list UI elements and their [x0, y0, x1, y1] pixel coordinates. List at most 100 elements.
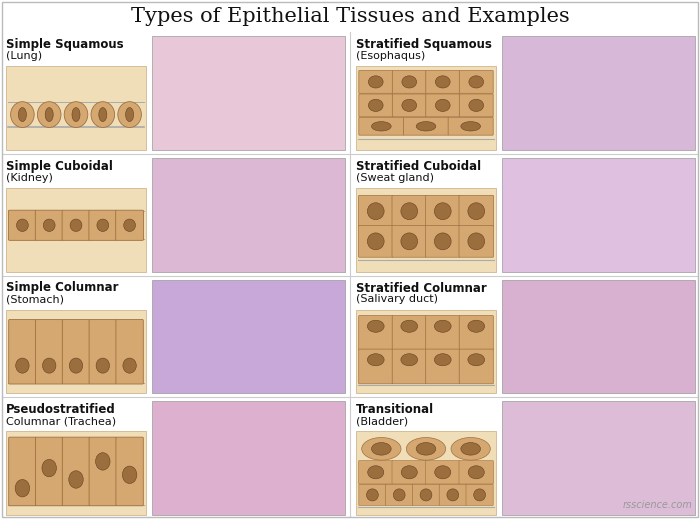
FancyBboxPatch shape [392, 349, 426, 384]
Ellipse shape [42, 459, 57, 477]
Bar [502, 158, 695, 271]
Ellipse shape [368, 203, 384, 220]
Ellipse shape [451, 438, 490, 460]
Ellipse shape [435, 99, 450, 112]
Ellipse shape [401, 354, 418, 366]
Ellipse shape [125, 107, 134, 121]
FancyBboxPatch shape [358, 225, 393, 257]
FancyBboxPatch shape [89, 210, 117, 240]
Bar [152, 36, 345, 150]
FancyBboxPatch shape [359, 117, 404, 135]
Ellipse shape [372, 121, 391, 131]
FancyBboxPatch shape [36, 320, 63, 384]
FancyBboxPatch shape [426, 460, 460, 484]
Ellipse shape [469, 99, 484, 112]
Text: Columnar (Trachea): Columnar (Trachea) [6, 416, 116, 426]
Ellipse shape [447, 489, 459, 501]
FancyBboxPatch shape [62, 437, 90, 506]
FancyBboxPatch shape [466, 484, 494, 506]
Text: (Bladder): (Bladder) [356, 416, 408, 426]
Text: (Salivary duct): (Salivary duct) [356, 294, 438, 305]
Ellipse shape [69, 471, 83, 488]
FancyBboxPatch shape [403, 117, 449, 135]
Ellipse shape [402, 76, 416, 88]
Ellipse shape [99, 107, 107, 121]
Ellipse shape [368, 354, 384, 366]
Ellipse shape [420, 489, 432, 501]
Bar [502, 401, 695, 515]
Bar [356, 431, 496, 515]
Ellipse shape [122, 466, 136, 484]
FancyBboxPatch shape [358, 460, 393, 484]
Ellipse shape [416, 121, 436, 131]
Text: Pseudostratified: Pseudostratified [6, 403, 116, 416]
Bar [6, 431, 146, 515]
Text: Types of Epithelial Tissues and Examples: Types of Epithelial Tissues and Examples [131, 7, 569, 25]
Text: (Kidney): (Kidney) [6, 173, 53, 183]
Ellipse shape [468, 203, 484, 220]
FancyBboxPatch shape [89, 437, 116, 506]
FancyBboxPatch shape [448, 117, 493, 135]
Ellipse shape [72, 107, 80, 121]
Ellipse shape [416, 443, 436, 455]
FancyBboxPatch shape [116, 437, 144, 506]
FancyBboxPatch shape [116, 210, 144, 240]
Text: Simple Columnar: Simple Columnar [6, 281, 118, 294]
Bar [152, 158, 345, 271]
Ellipse shape [368, 99, 383, 112]
Ellipse shape [17, 219, 28, 231]
FancyBboxPatch shape [359, 71, 393, 93]
Bar [152, 401, 345, 515]
FancyBboxPatch shape [36, 437, 63, 506]
Text: rsscience.com: rsscience.com [623, 500, 693, 510]
Ellipse shape [118, 102, 141, 128]
Ellipse shape [123, 358, 136, 373]
Ellipse shape [15, 358, 29, 373]
Ellipse shape [368, 466, 384, 479]
Ellipse shape [468, 320, 484, 332]
FancyBboxPatch shape [359, 484, 386, 506]
Ellipse shape [474, 489, 486, 501]
Ellipse shape [368, 76, 383, 88]
Ellipse shape [435, 76, 450, 88]
Text: Stratified Cuboidal: Stratified Cuboidal [356, 160, 481, 173]
FancyBboxPatch shape [8, 437, 36, 506]
FancyBboxPatch shape [8, 320, 36, 384]
FancyBboxPatch shape [459, 195, 494, 227]
Ellipse shape [69, 358, 83, 373]
Ellipse shape [469, 76, 484, 88]
FancyBboxPatch shape [426, 94, 460, 117]
FancyBboxPatch shape [392, 316, 426, 350]
Bar [6, 66, 146, 150]
Ellipse shape [64, 102, 88, 128]
Ellipse shape [461, 121, 480, 131]
FancyBboxPatch shape [459, 460, 494, 484]
Text: Stratified Squamous: Stratified Squamous [356, 38, 492, 51]
Ellipse shape [468, 233, 484, 250]
Ellipse shape [15, 480, 29, 497]
Bar [502, 36, 695, 150]
Ellipse shape [368, 233, 384, 250]
Ellipse shape [124, 219, 136, 231]
FancyBboxPatch shape [392, 94, 426, 117]
Ellipse shape [468, 354, 484, 366]
Ellipse shape [362, 438, 401, 460]
Text: Simple Squamous: Simple Squamous [6, 38, 124, 51]
Ellipse shape [401, 466, 417, 479]
FancyBboxPatch shape [358, 195, 393, 227]
Text: (Esophaqus): (Esophaqus) [356, 51, 426, 61]
FancyBboxPatch shape [35, 210, 63, 240]
Ellipse shape [468, 466, 484, 479]
Bar [502, 280, 695, 393]
Ellipse shape [406, 438, 446, 460]
FancyBboxPatch shape [412, 484, 440, 506]
Bar [356, 309, 496, 393]
Ellipse shape [435, 233, 451, 250]
FancyBboxPatch shape [459, 349, 494, 384]
FancyBboxPatch shape [62, 210, 90, 240]
Ellipse shape [372, 443, 391, 455]
Ellipse shape [97, 219, 108, 231]
Ellipse shape [435, 203, 451, 220]
FancyBboxPatch shape [426, 316, 460, 350]
FancyBboxPatch shape [386, 484, 413, 506]
